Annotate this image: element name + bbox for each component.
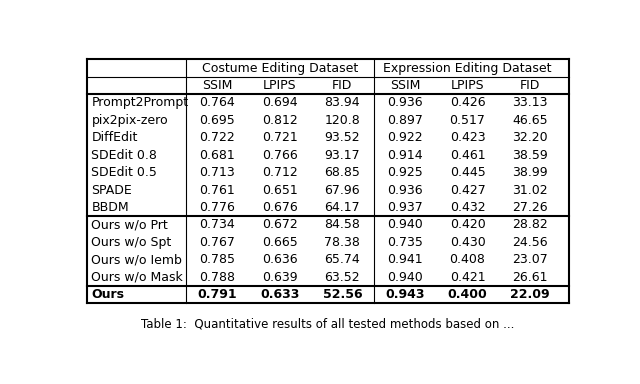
Text: 63.52: 63.52 xyxy=(324,271,360,284)
Text: FID: FID xyxy=(332,79,353,92)
Text: SSIM: SSIM xyxy=(202,79,232,92)
Text: 0.423: 0.423 xyxy=(450,131,485,144)
Text: Prompt2Prompt: Prompt2Prompt xyxy=(92,96,189,109)
Text: 0.767: 0.767 xyxy=(200,236,236,249)
Text: Ours w/o Mask: Ours w/o Mask xyxy=(92,271,183,284)
Text: 65.74: 65.74 xyxy=(324,253,360,266)
Text: 0.651: 0.651 xyxy=(262,184,298,197)
Text: SSIM: SSIM xyxy=(390,79,420,92)
Text: 0.665: 0.665 xyxy=(262,236,298,249)
Text: 46.65: 46.65 xyxy=(512,114,548,127)
Text: 0.712: 0.712 xyxy=(262,166,298,179)
Text: 78.38: 78.38 xyxy=(324,236,360,249)
Text: 0.922: 0.922 xyxy=(387,131,423,144)
Text: 0.420: 0.420 xyxy=(450,218,485,232)
Text: 0.721: 0.721 xyxy=(262,131,298,144)
Text: 0.766: 0.766 xyxy=(262,149,298,162)
Text: 0.426: 0.426 xyxy=(450,96,485,109)
Text: 0.791: 0.791 xyxy=(198,288,237,301)
Text: 68.85: 68.85 xyxy=(324,166,360,179)
Text: 0.936: 0.936 xyxy=(387,184,423,197)
Text: 0.722: 0.722 xyxy=(200,131,236,144)
Text: 0.761: 0.761 xyxy=(200,184,236,197)
Text: 64.17: 64.17 xyxy=(324,201,360,214)
Text: SDEdit 0.8: SDEdit 0.8 xyxy=(92,149,157,162)
Text: 0.897: 0.897 xyxy=(387,114,423,127)
Text: LPIPS: LPIPS xyxy=(263,79,297,92)
Text: 0.400: 0.400 xyxy=(447,288,488,301)
Text: SPADE: SPADE xyxy=(92,184,132,197)
Text: 83.94: 83.94 xyxy=(324,96,360,109)
Text: 0.639: 0.639 xyxy=(262,271,298,284)
Text: 120.8: 120.8 xyxy=(324,114,360,127)
Text: Costume Editing Dataset: Costume Editing Dataset xyxy=(202,61,358,74)
Text: 0.941: 0.941 xyxy=(387,253,423,266)
Text: 0.936: 0.936 xyxy=(387,96,423,109)
Text: 0.735: 0.735 xyxy=(387,236,423,249)
Text: 93.52: 93.52 xyxy=(324,131,360,144)
Text: Ours w/o Spt: Ours w/o Spt xyxy=(92,236,172,249)
Text: LPIPS: LPIPS xyxy=(451,79,484,92)
Text: pix2pix-zero: pix2pix-zero xyxy=(92,114,168,127)
Text: 0.676: 0.676 xyxy=(262,201,298,214)
Text: 38.99: 38.99 xyxy=(512,166,548,179)
Text: 0.694: 0.694 xyxy=(262,96,298,109)
Text: Expression Editing Dataset: Expression Editing Dataset xyxy=(383,61,552,74)
Text: BBDM: BBDM xyxy=(92,201,129,214)
Text: 0.764: 0.764 xyxy=(200,96,236,109)
Text: 0.713: 0.713 xyxy=(200,166,236,179)
Text: 0.940: 0.940 xyxy=(387,218,423,232)
Text: 0.914: 0.914 xyxy=(387,149,423,162)
Text: 33.13: 33.13 xyxy=(513,96,548,109)
Text: 0.517: 0.517 xyxy=(449,114,486,127)
Text: 32.20: 32.20 xyxy=(512,131,548,144)
Text: Ours w/o Iemb: Ours w/o Iemb xyxy=(92,253,182,266)
Text: 0.432: 0.432 xyxy=(450,201,485,214)
Text: 26.61: 26.61 xyxy=(513,271,548,284)
Text: 22.09: 22.09 xyxy=(510,288,550,301)
Text: 0.681: 0.681 xyxy=(200,149,236,162)
Text: 0.734: 0.734 xyxy=(200,218,236,232)
Text: 28.82: 28.82 xyxy=(512,218,548,232)
Text: 0.937: 0.937 xyxy=(387,201,423,214)
Text: 31.02: 31.02 xyxy=(512,184,548,197)
Text: Table 1:  Quantitative results of all tested methods based on ...: Table 1: Quantitative results of all tes… xyxy=(141,318,515,331)
Text: DiffEdit: DiffEdit xyxy=(92,131,138,144)
Text: 0.695: 0.695 xyxy=(200,114,236,127)
Text: 0.427: 0.427 xyxy=(450,184,485,197)
Text: 0.421: 0.421 xyxy=(450,271,485,284)
Text: 52.56: 52.56 xyxy=(323,288,362,301)
Text: 0.776: 0.776 xyxy=(200,201,236,214)
Text: 0.408: 0.408 xyxy=(449,253,486,266)
Text: 0.925: 0.925 xyxy=(387,166,423,179)
Text: 0.785: 0.785 xyxy=(199,253,236,266)
Text: 93.17: 93.17 xyxy=(324,149,360,162)
Text: Ours: Ours xyxy=(92,288,124,301)
Text: SDEdit 0.5: SDEdit 0.5 xyxy=(92,166,157,179)
Text: Ours w/o Prt: Ours w/o Prt xyxy=(92,218,168,232)
Text: 27.26: 27.26 xyxy=(512,201,548,214)
Text: 67.96: 67.96 xyxy=(324,184,360,197)
Text: 0.633: 0.633 xyxy=(260,288,300,301)
Text: 0.672: 0.672 xyxy=(262,218,298,232)
Text: 0.461: 0.461 xyxy=(450,149,485,162)
Text: 0.636: 0.636 xyxy=(262,253,298,266)
Text: 0.940: 0.940 xyxy=(387,271,423,284)
Text: 24.56: 24.56 xyxy=(512,236,548,249)
Text: 0.430: 0.430 xyxy=(450,236,485,249)
Text: 0.788: 0.788 xyxy=(199,271,236,284)
Text: FID: FID xyxy=(520,79,540,92)
Text: 38.59: 38.59 xyxy=(512,149,548,162)
Text: 84.58: 84.58 xyxy=(324,218,360,232)
Text: 23.07: 23.07 xyxy=(512,253,548,266)
Text: 0.943: 0.943 xyxy=(385,288,425,301)
Text: 0.812: 0.812 xyxy=(262,114,298,127)
Text: 0.445: 0.445 xyxy=(450,166,485,179)
